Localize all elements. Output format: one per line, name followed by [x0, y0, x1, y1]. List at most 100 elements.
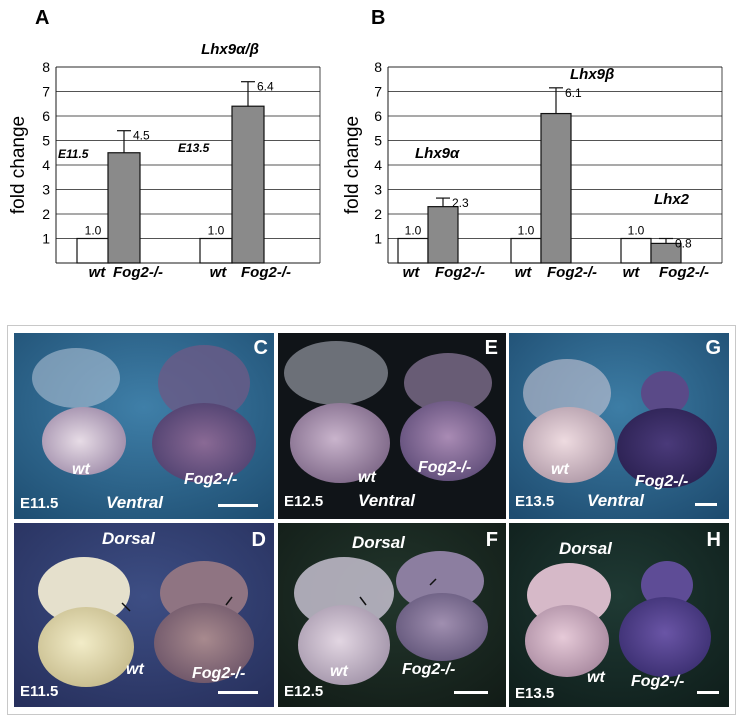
- y-tick-label: 4: [374, 157, 382, 173]
- view-label: Ventral: [587, 491, 645, 510]
- x-category-label: Fog2-/-: [113, 264, 163, 281]
- mutant-label: Fog2-/-: [402, 661, 456, 678]
- group-annotation: E13.5: [178, 141, 210, 155]
- x-category-label: wt: [515, 264, 533, 281]
- panel-letter: D: [251, 529, 266, 551]
- stage-label: E12.5: [284, 683, 324, 700]
- stage-label: E11.5: [20, 683, 59, 700]
- scale-bar: [697, 691, 719, 694]
- panel-letter: B: [371, 7, 385, 29]
- mutant-label: Fog2-/-: [635, 473, 689, 490]
- wt-label: wt: [330, 663, 348, 680]
- y-tick-label: 3: [42, 182, 50, 198]
- data-label: 6.4: [257, 80, 274, 94]
- photo-panel-e: E wt Fog2-/- E12.5 Ventral: [278, 333, 506, 519]
- bar: [231, 105, 265, 264]
- stage-label: E13.5: [515, 685, 555, 702]
- panel-letter: E: [484, 337, 498, 359]
- photo-panel-f: F Dorsal wt Fog2-/- E12.5: [278, 523, 506, 707]
- x-category-label: wt: [210, 264, 228, 281]
- bar: [620, 237, 652, 264]
- data-label: 2.3: [452, 196, 469, 210]
- embryo-heart-image: [14, 523, 274, 707]
- x-category-label: wt: [403, 264, 421, 281]
- panel-letter: G: [705, 337, 721, 359]
- view-label: Dorsal: [352, 533, 405, 552]
- y-tick-label: 1: [374, 231, 382, 247]
- y-tick-label: 1: [42, 231, 50, 247]
- data-label: 6.1: [565, 86, 582, 100]
- panel-letter: H: [706, 529, 721, 551]
- bar-charts-figure: A 1 2 3 4 5 6 7 8 fold change 1.0 4.5 1.0 6.4 wt Fog2-/…: [8, 7, 723, 281]
- mutant-label: Fog2-/-: [418, 459, 472, 476]
- y-tick-label: 7: [42, 84, 50, 100]
- data-label: 1.0: [85, 224, 102, 238]
- y-tick-label: 2: [374, 206, 382, 222]
- scale-bar: [454, 691, 488, 694]
- group-annotation: Lhx9β: [570, 66, 614, 83]
- embryo-heart-image: [278, 333, 506, 519]
- arrow-icon: [121, 602, 131, 612]
- group-annotation: E11.5: [58, 147, 89, 161]
- wt-label: wt: [358, 469, 376, 486]
- stage-label: E12.5: [284, 493, 324, 510]
- y-tick-label: 8: [42, 59, 50, 75]
- y-tick-label: 5: [374, 133, 382, 149]
- data-label: 1.0: [208, 224, 225, 238]
- scale-bar: [218, 504, 258, 507]
- x-category-label: wt: [623, 264, 641, 281]
- scale-bar: [218, 691, 258, 694]
- bar: [427, 206, 459, 264]
- photo-panel-g: G wt Fog2-/- E13.5 Ventral: [509, 333, 729, 519]
- arrow-icon: [429, 578, 437, 586]
- photo-panel-d: D Dorsal wt Fog2-/- E11.5: [14, 523, 274, 707]
- y-tick-label: 6: [374, 108, 382, 124]
- arrow-icon: [359, 596, 367, 606]
- panel-letter: A: [35, 7, 49, 29]
- y-tick-label: 8: [374, 59, 382, 75]
- y-axis-label: fold change: [8, 116, 29, 214]
- bar: [76, 237, 110, 264]
- y-tick-label: 3: [374, 182, 382, 198]
- group-annotation: Lhx2: [654, 191, 690, 208]
- view-label: Dorsal: [559, 539, 612, 558]
- stage-label: E11.5: [20, 495, 59, 512]
- y-tick-label: 2: [42, 206, 50, 222]
- x-category-label: Fog2-/-: [659, 264, 709, 281]
- wt-label: wt: [126, 661, 144, 678]
- embryo-heart-image: [14, 333, 274, 519]
- bar: [510, 237, 542, 264]
- bar: [540, 112, 572, 264]
- scale-bar: [695, 503, 717, 506]
- data-label: 1.0: [405, 224, 422, 238]
- view-label: Ventral: [106, 493, 164, 512]
- photo-panel-c: C wt Fog2-/- E11.5 Ventral: [14, 333, 274, 519]
- mutant-label: Fog2-/-: [631, 673, 685, 690]
- wt-label: wt: [72, 461, 90, 478]
- mutant-label: Fog2-/-: [192, 665, 246, 682]
- arrow-icon: [225, 596, 233, 606]
- stage-label: E13.5: [515, 493, 555, 510]
- chart-title: Lhx9α/β: [201, 41, 259, 58]
- group-annotation: Lhx9α: [415, 145, 460, 162]
- view-label: Dorsal: [102, 529, 155, 548]
- panel-letter: F: [485, 529, 498, 551]
- wt-label: wt: [587, 669, 605, 686]
- bar: [397, 237, 429, 264]
- y-tick-label: 7: [374, 84, 382, 100]
- data-label: 1.0: [628, 224, 645, 238]
- data-label: 0.8: [675, 237, 692, 251]
- embryo-heart-image: [509, 333, 729, 519]
- x-category-label: wt: [89, 264, 107, 281]
- mutant-label: Fog2-/-: [184, 471, 238, 488]
- x-category-label: Fog2-/-: [241, 264, 291, 281]
- x-category-label: Fog2-/-: [547, 264, 597, 281]
- x-category-label: Fog2-/-: [435, 264, 485, 281]
- data-label: 4.5: [133, 129, 150, 143]
- bar: [199, 237, 233, 264]
- embryo-heart-image: [509, 523, 729, 707]
- view-label: Ventral: [358, 491, 416, 510]
- y-tick-label: 5: [42, 133, 50, 149]
- photo-panels-frame: C wt Fog2-/- E11.5 Ventral E wt Fog2-/- …: [7, 325, 736, 715]
- data-label: 1.0: [518, 224, 535, 238]
